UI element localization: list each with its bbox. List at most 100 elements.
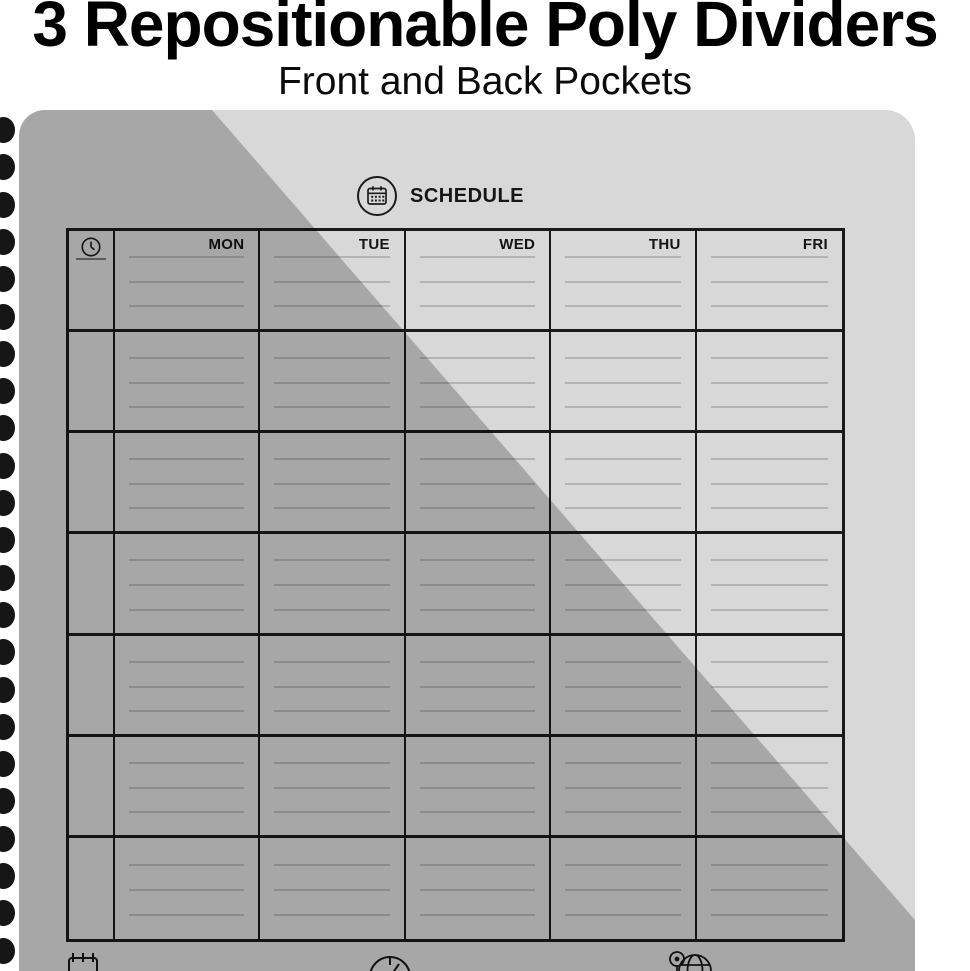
- time-cell: [69, 635, 115, 737]
- binding-ring: [0, 154, 15, 181]
- writing-line: [419, 914, 536, 917]
- globe-icon: [667, 949, 715, 971]
- writing-line: [274, 305, 390, 308]
- binding-ring: [0, 490, 15, 516]
- writing-line: [274, 382, 390, 385]
- writing-line: [274, 709, 390, 712]
- writing-line: [274, 357, 390, 360]
- clock-icon: [80, 236, 102, 258]
- writing-line: [710, 786, 828, 789]
- schedule-cell: [696, 534, 842, 636]
- schedule-cell: [260, 837, 406, 939]
- writing-line: [710, 357, 828, 360]
- writing-line: [129, 761, 245, 764]
- schedule-cell: [115, 837, 261, 939]
- writing-line: [419, 305, 536, 308]
- writing-line: [419, 810, 536, 813]
- writing-line: [710, 507, 828, 510]
- schedule-cell: [551, 837, 697, 939]
- writing-line: [419, 761, 536, 764]
- writing-line: [274, 256, 390, 259]
- writing-line: [710, 608, 828, 611]
- writing-line: [710, 281, 828, 284]
- writing-line: [419, 507, 536, 510]
- schedule-cell: [696, 636, 842, 737]
- writing-line: [565, 810, 681, 813]
- writing-line: [710, 483, 828, 486]
- binding-ring: [0, 937, 15, 964]
- writing-line: [129, 608, 245, 611]
- writing-line: [710, 685, 828, 688]
- binding-ring: [0, 266, 15, 293]
- writing-line: [419, 660, 536, 663]
- schedule-cell: [406, 837, 552, 939]
- schedule-cell: [115, 736, 261, 838]
- writing-line: [274, 863, 390, 866]
- writing-line: [274, 786, 390, 789]
- writing-line: [274, 685, 390, 688]
- writing-line: [565, 863, 681, 866]
- writing-line: [274, 559, 390, 562]
- schedule-cell: [260, 534, 406, 636]
- schedule-cell: [405, 635, 552, 737]
- day-header-cell: MON: [115, 231, 261, 333]
- day-label: THU: [648, 236, 681, 253]
- schedule-table: MON TUE WED THU FRI: [66, 228, 845, 942]
- binding-ring: [0, 527, 15, 554]
- writing-line: [419, 382, 536, 385]
- binding-ring: [0, 713, 15, 740]
- writing-line: [710, 863, 828, 866]
- writing-line: [710, 406, 828, 409]
- binding-ring: [0, 415, 15, 442]
- binding-ring: [0, 228, 15, 255]
- schedule-cell: [260, 433, 406, 535]
- writing-line: [129, 382, 245, 385]
- writing-line: [565, 406, 681, 409]
- time-cell: [69, 332, 115, 434]
- writing-line: [274, 889, 390, 892]
- writing-line: [129, 685, 245, 688]
- clock-icon: [368, 955, 412, 971]
- writing-line: [710, 660, 828, 663]
- divider-page: SCHEDULE MON TUE WED THU FRI: [19, 110, 915, 971]
- writing-line: [565, 889, 681, 892]
- writing-line: [274, 458, 390, 461]
- writing-line: [565, 660, 681, 663]
- day-header-cell: TUE: [260, 231, 406, 333]
- time-cell: [69, 433, 115, 535]
- writing-line: [419, 608, 536, 611]
- writing-line: [565, 382, 681, 385]
- writing-line: [565, 914, 681, 917]
- schedule-cell: [115, 635, 261, 737]
- schedule-cell: [115, 534, 261, 636]
- time-cell: [69, 736, 115, 838]
- day-label: WED: [499, 236, 536, 253]
- writing-line: [710, 709, 828, 712]
- writing-line: [129, 281, 245, 284]
- writing-line: [565, 761, 681, 764]
- writing-line: [710, 914, 828, 917]
- writing-line: [419, 584, 536, 587]
- writing-line: [565, 483, 681, 486]
- writing-line: [419, 863, 536, 866]
- writing-line: [274, 406, 390, 409]
- binding-ring: [0, 117, 15, 143]
- writing-line: [710, 584, 828, 587]
- writing-line: [274, 608, 390, 611]
- writing-line: [565, 357, 681, 360]
- writing-line: [419, 685, 536, 688]
- writing-line: [129, 483, 245, 486]
- schedule-cell: [551, 635, 697, 737]
- writing-line: [274, 761, 390, 764]
- writing-line: [565, 559, 681, 562]
- writing-line: [565, 458, 681, 461]
- time-cell: [69, 534, 115, 636]
- day-header-cell: WED: [405, 231, 552, 333]
- writing-line: [710, 889, 828, 892]
- writing-line: [710, 256, 828, 259]
- writing-line: [565, 281, 681, 284]
- schedule-cell: [260, 736, 406, 838]
- binding-ring: [0, 751, 15, 778]
- schedule-cell: [696, 737, 842, 838]
- writing-line: [129, 709, 245, 712]
